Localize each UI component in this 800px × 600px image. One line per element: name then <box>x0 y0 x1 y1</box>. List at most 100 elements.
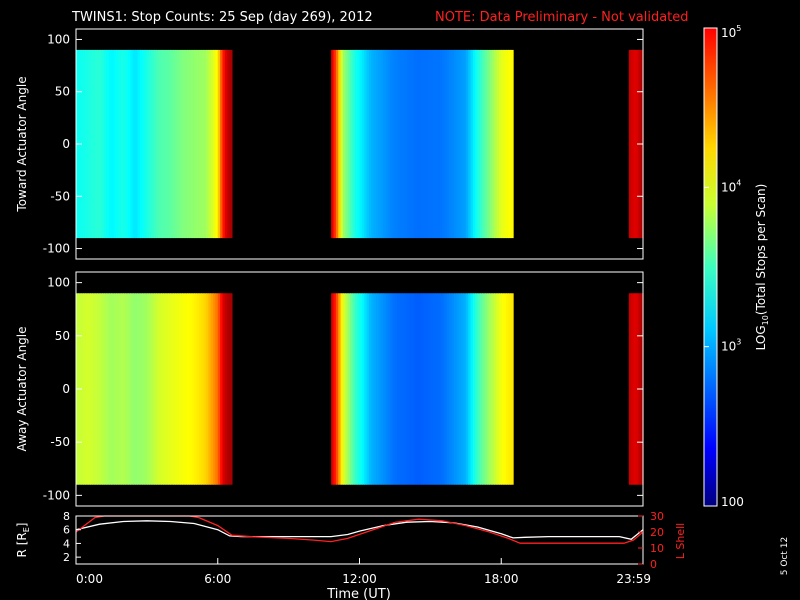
toward-heatmap-column <box>498 49 502 239</box>
away-heatmap-column <box>442 293 446 485</box>
toward-heatmap-column <box>368 49 372 239</box>
away-heatmap-column <box>142 293 146 485</box>
orbit-lshell-axis-label: L Shell <box>674 523 687 559</box>
data-preliminary-note: NOTE: Data Preliminary - Not validated <box>435 10 689 25</box>
away-heatmap-column <box>633 293 637 485</box>
toward-heatmap-column <box>428 49 431 239</box>
away-heatmap-column <box>215 293 219 485</box>
away-heatmap-column <box>385 293 389 485</box>
away-heatmap-column <box>345 293 349 485</box>
away-heatmap-column <box>187 293 190 485</box>
away-heatmap-column <box>205 293 209 485</box>
toward-heatmap-column <box>90 49 94 239</box>
away-heatmap <box>76 293 644 485</box>
away-heatmap-column <box>90 293 94 485</box>
toward-heatmap-column <box>475 49 479 239</box>
away-heatmap-column <box>477 293 481 485</box>
toward-heatmap-column <box>352 49 356 239</box>
toward-heatmap-column <box>149 49 153 239</box>
away-heatmap-column <box>475 293 479 485</box>
away-heatmap-column <box>198 293 202 485</box>
away-heatmap-column <box>432 293 436 485</box>
away-heatmap-column <box>347 293 351 485</box>
away-heatmap-column <box>184 293 188 485</box>
toward-heatmap-column <box>446 49 450 239</box>
away-heatmap-column <box>158 293 162 485</box>
away-heatmap-column <box>139 293 143 485</box>
away-heatmap-column <box>222 293 226 485</box>
toward-heatmap-column <box>385 49 389 239</box>
away-y-ticks: 100 50 0 -50 -100 <box>43 276 643 502</box>
toward-heatmap-column <box>335 49 339 239</box>
away-heatmap-column <box>404 293 408 485</box>
toward-heatmap-column <box>130 49 134 239</box>
toward-heatmap-column <box>409 49 413 239</box>
colorbar-gradient <box>703 27 718 507</box>
away-heatmap-column <box>437 293 441 485</box>
toward-heatmap-column <box>416 49 420 239</box>
away-heatmap-column <box>472 293 476 485</box>
toward-heatmap-column <box>109 49 113 239</box>
away-heatmap-column <box>470 293 474 485</box>
away-heatmap-column <box>194 293 198 485</box>
away-heatmap-column <box>409 293 413 485</box>
orbit-right-tick-label: 20 <box>650 526 664 539</box>
toward-heatmap-column <box>461 49 465 239</box>
colorbar-tick-label: 104 <box>721 178 741 194</box>
toward-heatmap-column <box>168 49 172 239</box>
away-heatmap-column <box>491 293 495 485</box>
toward-heatmap-column <box>220 49 224 239</box>
toward-heatmap-column <box>182 49 186 239</box>
toward-heatmap-column <box>631 49 635 239</box>
away-heatmap-column <box>628 293 632 485</box>
away-heatmap-column <box>510 293 514 485</box>
toward-heatmap-column <box>463 49 467 239</box>
away-heatmap-column <box>217 293 221 485</box>
away-heatmap-column <box>163 293 167 485</box>
away-heatmap-column <box>392 293 396 485</box>
orbit-r-axis-label: R [RE] <box>15 523 31 558</box>
away-heatmap-column <box>425 293 429 485</box>
toward-heatmap-column <box>484 49 488 239</box>
away-heatmap-column <box>505 293 509 485</box>
toward-heatmap-column <box>404 49 408 239</box>
toward-heatmap-column <box>472 49 476 239</box>
away-heatmap-column <box>487 293 491 485</box>
away-heatmap-column <box>106 293 110 485</box>
toward-heatmap-column <box>420 49 424 239</box>
date-stamp: 5 Oct 12 <box>780 537 790 575</box>
away-heatmap-column <box>501 293 505 485</box>
orbit-left-tick-label: 2 <box>63 551 70 564</box>
colorbar-ticks: 100 103 104 105 <box>704 24 744 509</box>
away-heatmap-column <box>196 293 200 485</box>
away-heatmap-column <box>80 293 84 485</box>
toward-heatmap-column <box>227 49 231 239</box>
toward-heatmap-column <box>120 49 124 239</box>
toward-heatmap-column <box>189 49 193 239</box>
away-heatmap-column <box>229 293 233 485</box>
away-heatmap-column <box>151 293 155 485</box>
toward-heatmap-column <box>137 49 141 239</box>
toward-heatmap-column <box>135 49 139 239</box>
toward-heatmap-column <box>156 49 160 239</box>
away-heatmap-column <box>350 293 354 485</box>
toward-heatmap-column <box>104 49 108 239</box>
away-heatmap-column <box>177 293 181 485</box>
away-heatmap-column <box>109 293 113 485</box>
toward-heatmap-column <box>437 49 441 239</box>
away-heatmap-column <box>123 293 127 485</box>
away-heatmap-column <box>423 293 427 485</box>
toward-heatmap-column <box>101 49 105 239</box>
toward-heatmap-column <box>229 49 233 239</box>
away-heatmap-column <box>378 293 382 485</box>
away-heatmap-column <box>413 293 417 485</box>
away-heatmap-column <box>461 293 465 485</box>
toward-heatmap-column <box>373 49 377 239</box>
away-heatmap-column <box>503 293 507 485</box>
toward-heatmap-column <box>510 49 514 239</box>
toward-heatmap-column <box>139 49 143 239</box>
toward-heatmap-column <box>465 49 469 239</box>
toward-heatmap-column <box>99 49 103 239</box>
away-heatmap-column <box>342 293 346 485</box>
away-heatmap-column <box>484 293 488 485</box>
